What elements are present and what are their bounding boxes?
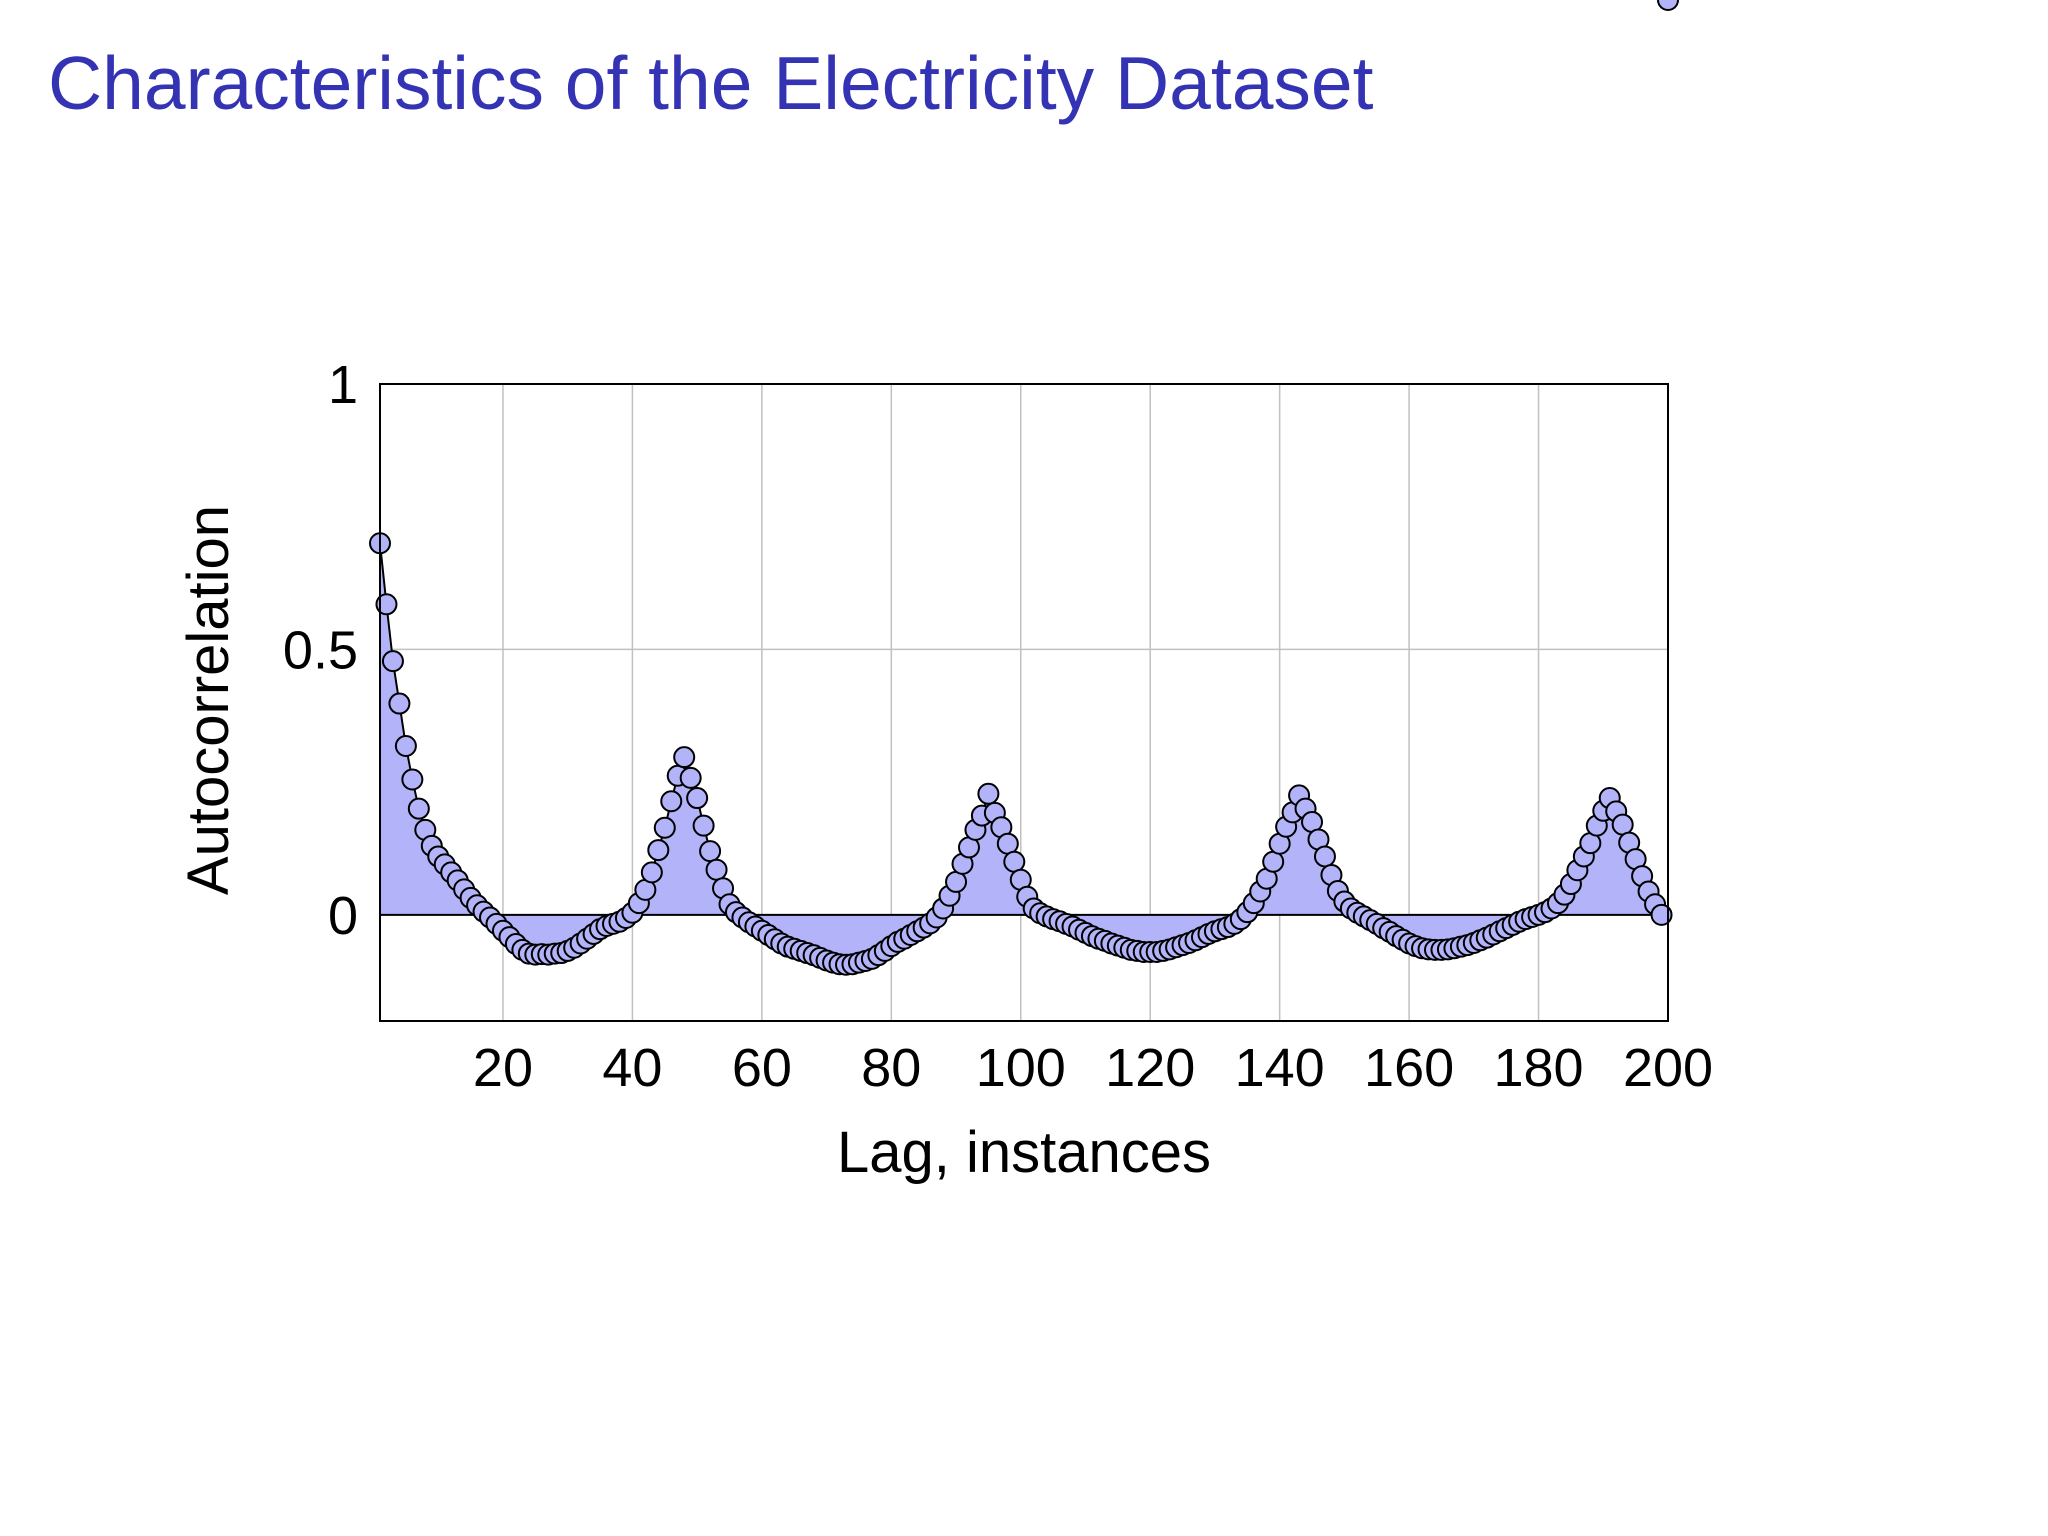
data-point (686, 787, 709, 810)
data-point (692, 814, 715, 837)
data-point (996, 832, 1019, 855)
data-point (388, 692, 411, 715)
data-point (1262, 850, 1285, 873)
x-tick-label: 80 (861, 1038, 921, 1098)
data-point (394, 735, 417, 758)
y-tick-label: 0.5 (283, 620, 358, 680)
data-point (673, 746, 696, 769)
y-tick-labels: 00.51 (283, 355, 358, 946)
x-tick-label: 180 (1493, 1038, 1583, 1098)
data-point (375, 593, 398, 616)
data-point (679, 766, 702, 789)
data-point (640, 861, 663, 884)
y-tick-label: 0 (328, 886, 358, 946)
x-tick-label: 120 (1105, 1038, 1195, 1098)
data-point (1657, 0, 1679, 11)
y-tick-label: 1 (328, 355, 358, 415)
data-points (369, 0, 1679, 976)
x-tick-label: 100 (976, 1038, 1066, 1098)
area-fill (380, 543, 1662, 965)
x-tick-labels: 20 40 60 80 100 120 140 160 180 200 (473, 1038, 1713, 1098)
x-axis-label: Lag, instances (837, 1120, 1211, 1185)
data-point (1003, 850, 1026, 873)
x-tick-label: 140 (1235, 1038, 1325, 1098)
data-point (977, 782, 1000, 805)
x-tick-label: 60 (732, 1038, 792, 1098)
x-tick-label: 200 (1623, 1038, 1713, 1098)
data-point (699, 840, 722, 863)
data-point (407, 797, 430, 820)
x-tick-label: 40 (602, 1038, 662, 1098)
data-point (1650, 903, 1673, 926)
data-point (401, 768, 424, 791)
data-point (660, 790, 683, 813)
x-tick-label: 20 (473, 1038, 533, 1098)
data-point (381, 650, 404, 673)
data-point (1611, 813, 1634, 836)
x-tick-label: 160 (1364, 1038, 1454, 1098)
data-point (705, 858, 728, 881)
plot-frame (379, 383, 1669, 1022)
data-point (945, 870, 968, 893)
autocorrelation-area (380, 543, 1662, 965)
y-axis-label: Autocorrelation (176, 505, 241, 895)
data-point (653, 816, 676, 839)
slide-title: Characteristics of the Electricity Datas… (48, 41, 1374, 125)
data-point (647, 839, 670, 862)
data-point (1313, 845, 1336, 868)
